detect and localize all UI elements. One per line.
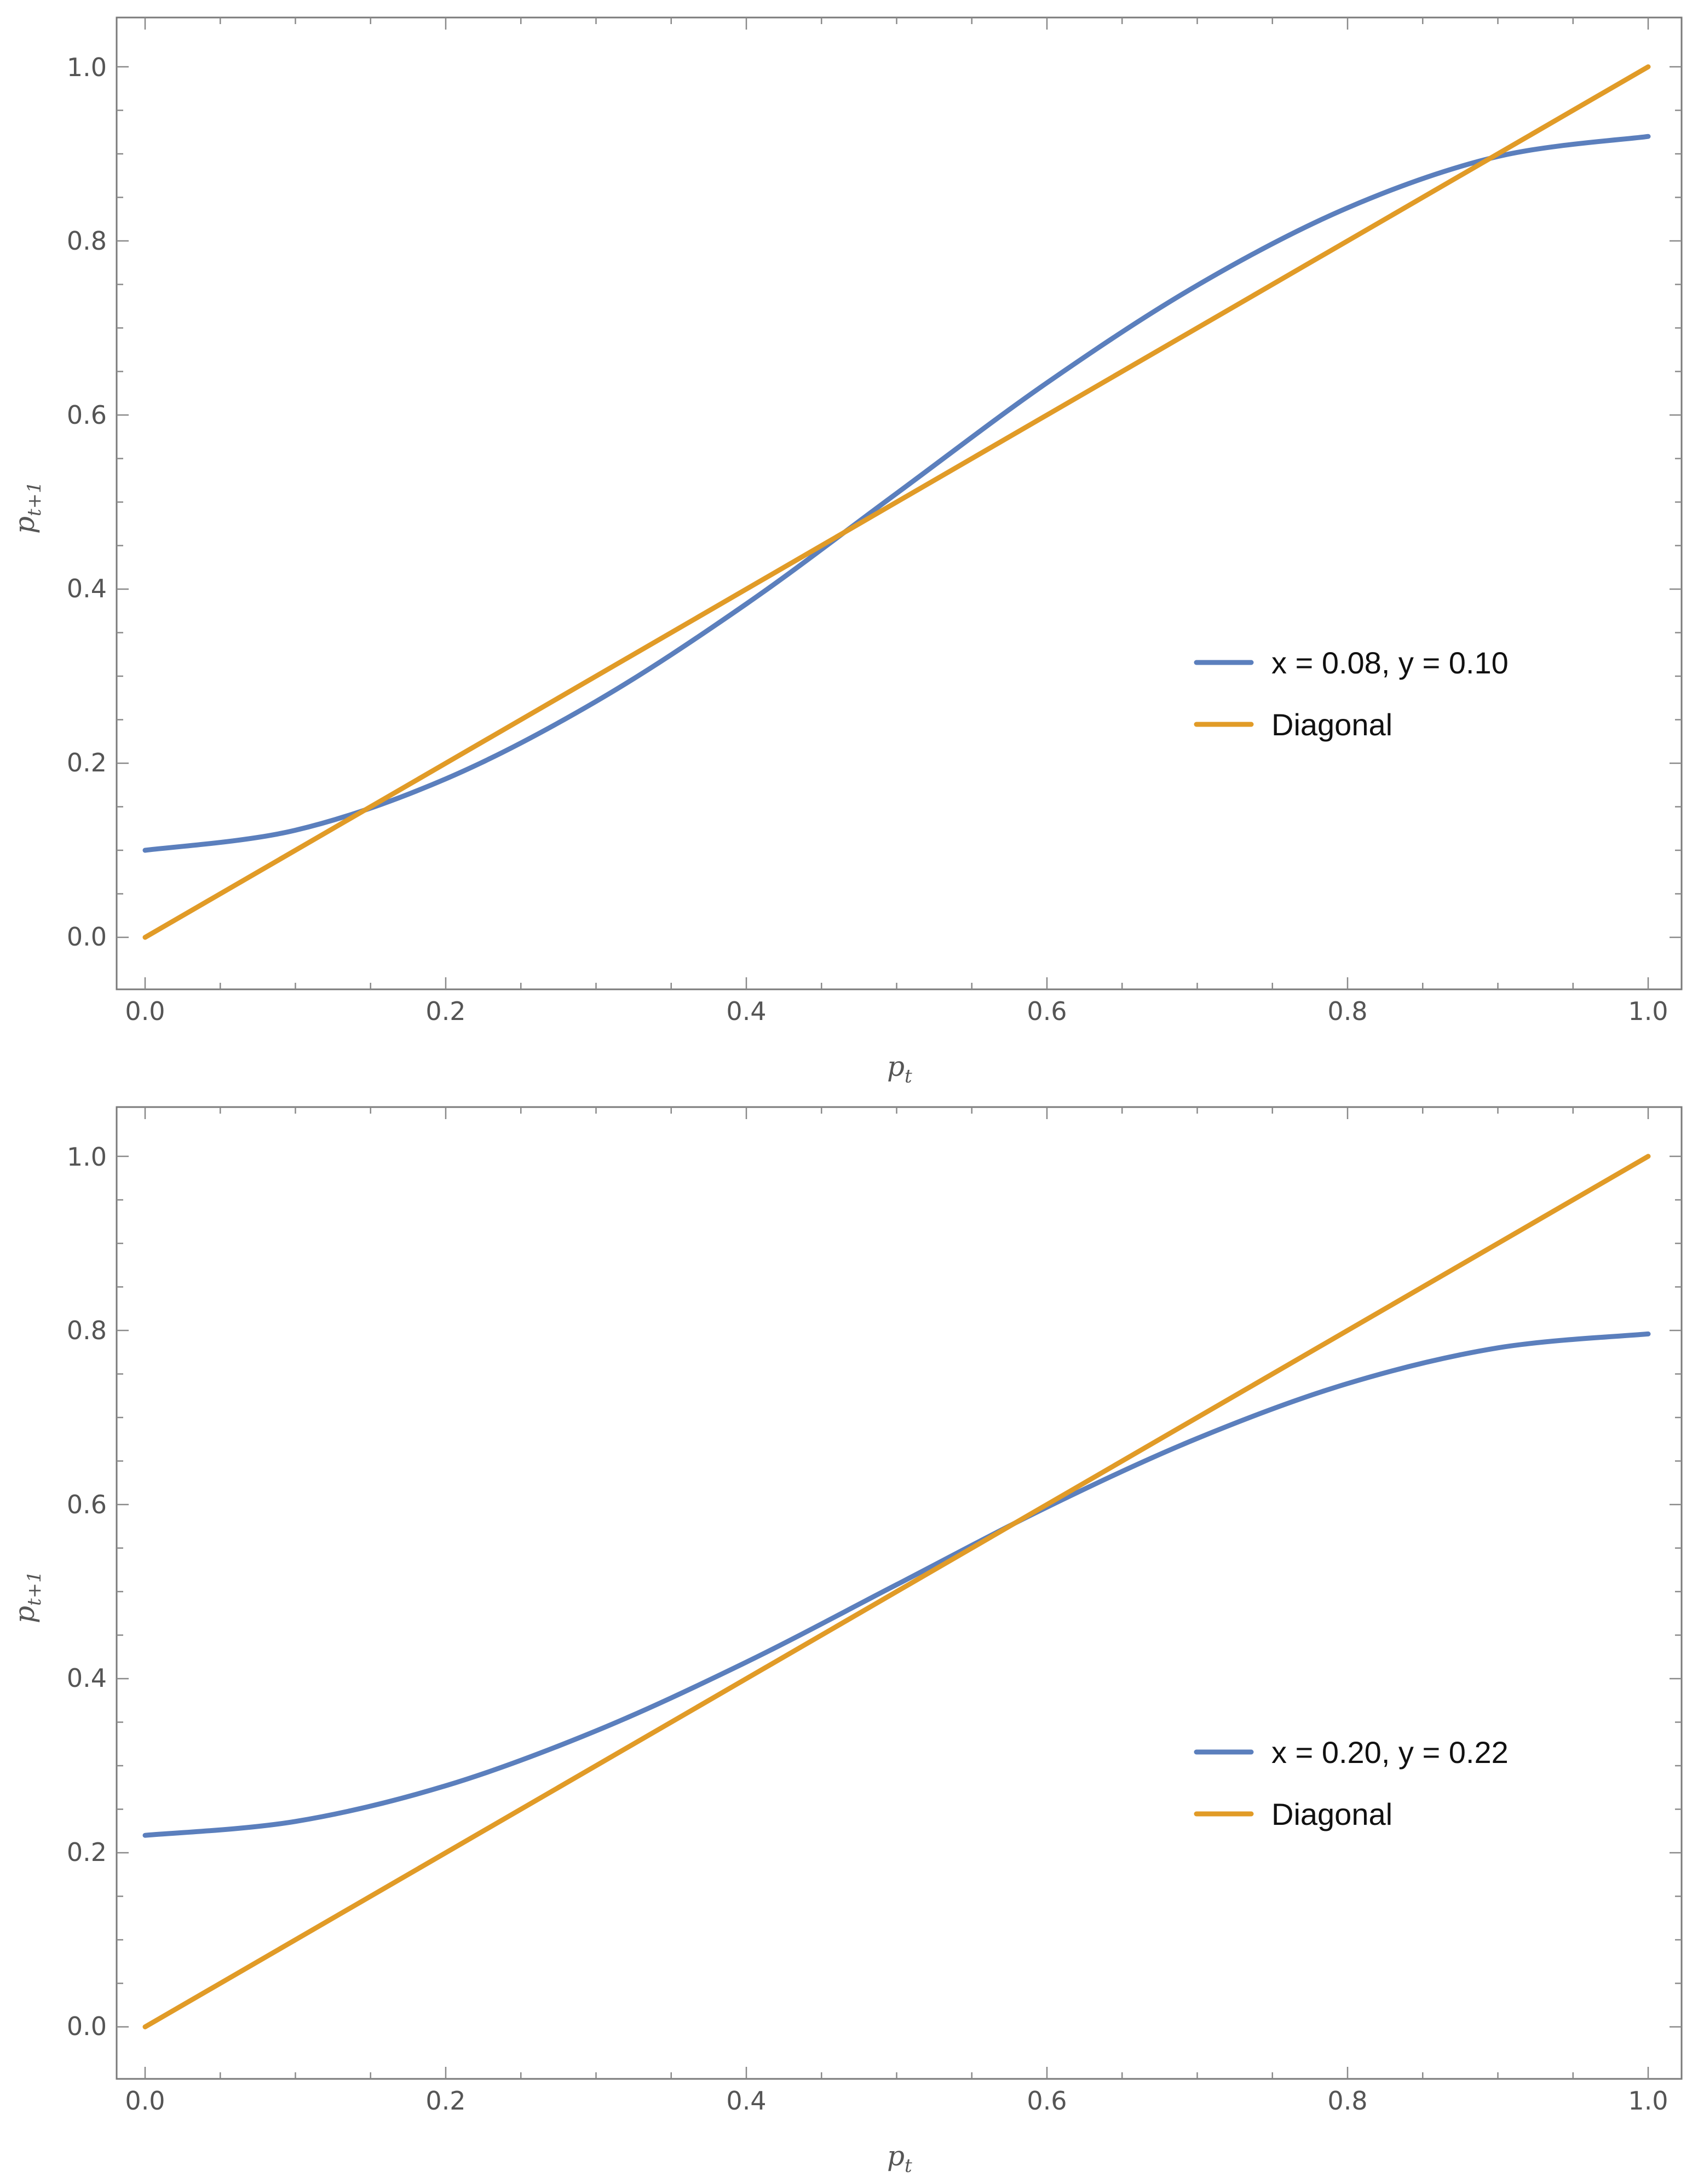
y-tick-label: 0.0 bbox=[67, 922, 107, 952]
x-tick-label: 0.2 bbox=[425, 996, 465, 1026]
ticks-2 bbox=[117, 1107, 1682, 2079]
plot-frame-1 bbox=[116, 16, 1683, 990]
y-tick-label: 0.4 bbox=[67, 574, 107, 603]
x-tick-label: 1.0 bbox=[1628, 996, 1668, 1026]
x-tick-label: 0.6 bbox=[1027, 2086, 1067, 2116]
legend-label: Diagonal bbox=[1271, 1797, 1392, 1831]
y-tick-label: 0.6 bbox=[67, 1490, 107, 1519]
y-tick-label: 0.4 bbox=[67, 1663, 107, 1693]
series-line-diagonal-1 bbox=[142, 64, 1651, 940]
y-tick-label: 1.0 bbox=[67, 1142, 107, 1172]
x-tick-label: 0.8 bbox=[1327, 2086, 1367, 2116]
x-tick-label: 1.0 bbox=[1628, 2086, 1668, 2116]
x-tick-label: 0.0 bbox=[125, 996, 165, 1026]
x-tick-label: 0.4 bbox=[726, 996, 766, 1026]
y-axis-label-2: pt+1 bbox=[9, 1571, 45, 1623]
series-line-blue-2 bbox=[142, 1331, 1651, 1838]
ticks-1 bbox=[117, 18, 1682, 989]
y-tick-label: 0.2 bbox=[67, 1837, 107, 1867]
y-tick-label: 0.2 bbox=[67, 748, 107, 777]
x-tick-labels-1: 0.0 0.2 0.4 0.6 0.8 1.0 bbox=[125, 996, 1668, 1026]
chart-panel-1: 0.0 0.2 0.4 0.6 0.8 1.0 0.0 0.2 0.4 0.6 … bbox=[9, 16, 1683, 1087]
series-line-blue-1 bbox=[142, 134, 1651, 853]
x-axis-label-1: pt bbox=[887, 1051, 912, 1087]
y-tick-label: 0.0 bbox=[67, 2012, 107, 2041]
x-tick-label: 0.8 bbox=[1327, 996, 1367, 1026]
y-tick-label: 1.0 bbox=[67, 53, 107, 82]
x-tick-label: 0.6 bbox=[1027, 996, 1067, 1026]
plot-frame-2 bbox=[116, 1106, 1683, 2080]
legend-2: x = 0.20, y = 0.22 Diagonal bbox=[1194, 1735, 1509, 1831]
chart-panel-2: 0.0 0.2 0.4 0.6 0.8 1.0 0.0 0.2 0.4 0.6 … bbox=[9, 1106, 1683, 2177]
series-line-diagonal-2 bbox=[142, 1154, 1651, 2030]
y-axis-label-1: pt+1 bbox=[9, 481, 45, 534]
y-tick-labels-1: 0.0 0.2 0.4 0.6 0.8 1.0 bbox=[67, 53, 107, 952]
y-tick-label: 0.8 bbox=[67, 1316, 107, 1345]
legend-label: x = 0.20, y = 0.22 bbox=[1271, 1735, 1509, 1770]
legend-label: x = 0.08, y = 0.10 bbox=[1271, 646, 1509, 680]
y-tick-label: 0.6 bbox=[67, 400, 107, 430]
y-tick-labels-2: 0.0 0.2 0.4 0.6 0.8 1.0 bbox=[67, 1142, 107, 2041]
legend-label: Diagonal bbox=[1271, 707, 1392, 742]
x-tick-labels-2: 0.0 0.2 0.4 0.6 0.8 1.0 bbox=[125, 2086, 1668, 2116]
y-tick-label: 0.8 bbox=[67, 226, 107, 256]
x-axis-label-2: pt bbox=[887, 2140, 912, 2177]
x-tick-label: 0.2 bbox=[425, 2086, 465, 2116]
legend-1: x = 0.08, y = 0.10 Diagonal bbox=[1194, 646, 1509, 742]
x-tick-label: 0.0 bbox=[125, 2086, 165, 2116]
x-tick-label: 0.4 bbox=[726, 2086, 766, 2116]
